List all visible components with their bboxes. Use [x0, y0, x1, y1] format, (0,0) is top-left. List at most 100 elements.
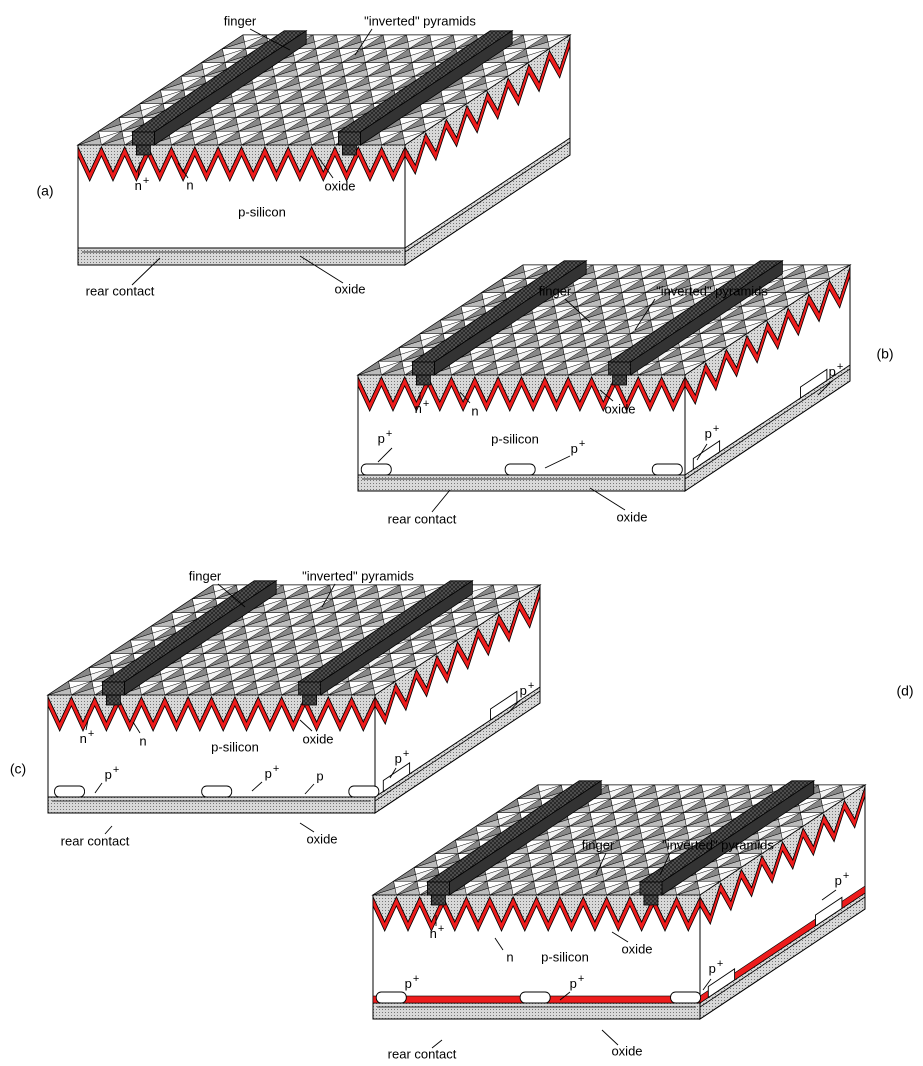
local-bsf — [376, 992, 406, 1003]
label-base: p — [105, 767, 112, 782]
label-base: p — [378, 431, 385, 446]
leader-line — [432, 490, 450, 512]
panel-letter: (b) — [876, 346, 893, 362]
solar-cell — [358, 261, 850, 491]
label-base: n — [430, 926, 437, 941]
panel-letter: (a) — [36, 183, 53, 199]
label-sup: + — [579, 438, 585, 450]
label: n — [186, 177, 193, 192]
label-base: p — [570, 976, 577, 991]
label-base: p — [395, 751, 402, 766]
label-base: p — [829, 364, 836, 379]
label-base: n — [80, 731, 87, 746]
label-base: p — [709, 961, 716, 976]
finger-front — [412, 362, 434, 375]
label: finger — [582, 837, 615, 852]
label-sup: + — [837, 361, 843, 373]
label-sup: + — [403, 748, 409, 760]
label-sup: + — [578, 973, 584, 985]
label-base: p — [705, 426, 712, 441]
label-base: p — [835, 873, 842, 888]
label-sup: + — [528, 680, 534, 692]
rear-layer — [48, 797, 375, 813]
label-sup: + — [717, 958, 723, 970]
finger-contact — [431, 895, 445, 905]
finger-front — [132, 132, 154, 145]
solar-cell — [78, 31, 570, 265]
label-sup: + — [88, 728, 94, 740]
label-base: p — [265, 766, 272, 781]
label-sup: + — [413, 973, 419, 985]
label: p — [316, 768, 323, 783]
finger-contact — [303, 695, 317, 705]
label: oxide — [306, 831, 337, 846]
label-sup: + — [843, 870, 849, 882]
label: p-silicon — [211, 739, 259, 754]
rear-layer — [358, 475, 685, 491]
label: "inverted" pyramids — [302, 568, 414, 583]
finger-contact — [416, 375, 430, 385]
label-sup: + — [438, 923, 444, 935]
label: oxide — [616, 509, 647, 524]
label-sup: + — [423, 398, 429, 410]
diagram: finger"inverted" pyramidsn+noxidep-silic… — [0, 0, 923, 1066]
label-sup: + — [273, 763, 279, 775]
label: oxide — [621, 941, 652, 956]
rear-layer — [78, 248, 405, 265]
finger-contact — [106, 695, 120, 705]
solar-cell — [48, 581, 540, 813]
finger-front — [640, 882, 662, 895]
label-base: p — [405, 976, 412, 991]
label: finger — [189, 568, 222, 583]
local-bsf — [361, 464, 391, 475]
label-base: n — [135, 178, 142, 193]
label: n — [506, 949, 513, 964]
finger-front — [299, 682, 321, 695]
label-sup: + — [386, 428, 392, 440]
local-bsf — [652, 464, 682, 475]
finger-front — [427, 882, 449, 895]
label: oxide — [604, 401, 635, 416]
finger-front — [102, 682, 124, 695]
local-bsf — [520, 992, 550, 1003]
finger-contact — [644, 895, 658, 905]
panel-letter: (c) — [10, 761, 26, 777]
label: "inverted" pyramids — [364, 13, 476, 28]
label-base: n — [415, 401, 422, 416]
label: oxide — [302, 731, 333, 746]
label: rear contact — [61, 833, 130, 848]
label: finger — [224, 13, 257, 28]
label-sup: + — [113, 764, 119, 776]
label: "inverted" pyramids — [656, 283, 768, 298]
label-base: p — [571, 441, 578, 456]
finger-front — [609, 362, 631, 375]
label-base: p — [520, 683, 527, 698]
label-sup: + — [713, 423, 719, 435]
local-bsf — [202, 786, 232, 797]
label-sup: + — [143, 175, 149, 187]
label: finger — [539, 283, 572, 298]
local-bsf — [505, 464, 535, 475]
finger-contact — [613, 375, 627, 385]
label: n — [471, 403, 478, 418]
panel-letter: (d) — [896, 683, 913, 699]
label: n — [139, 733, 146, 748]
solar-cell — [373, 781, 865, 1019]
rear-layer — [373, 1003, 700, 1019]
label: "inverted" pyramids — [662, 837, 774, 852]
label: oxide — [611, 1043, 642, 1058]
label: p-silicon — [238, 204, 286, 219]
local-bsf — [55, 786, 85, 797]
finger-contact — [136, 145, 150, 155]
local-bsf — [671, 992, 701, 1003]
finger-contact — [342, 145, 356, 155]
label: rear contact — [388, 511, 457, 526]
label: p-silicon — [491, 431, 539, 446]
finger-front — [338, 132, 360, 145]
label: rear contact — [86, 283, 155, 298]
label: p-silicon — [541, 949, 589, 964]
label: oxide — [324, 178, 355, 193]
label: rear contact — [388, 1046, 457, 1061]
local-bsf — [349, 786, 379, 797]
label: oxide — [334, 281, 365, 296]
